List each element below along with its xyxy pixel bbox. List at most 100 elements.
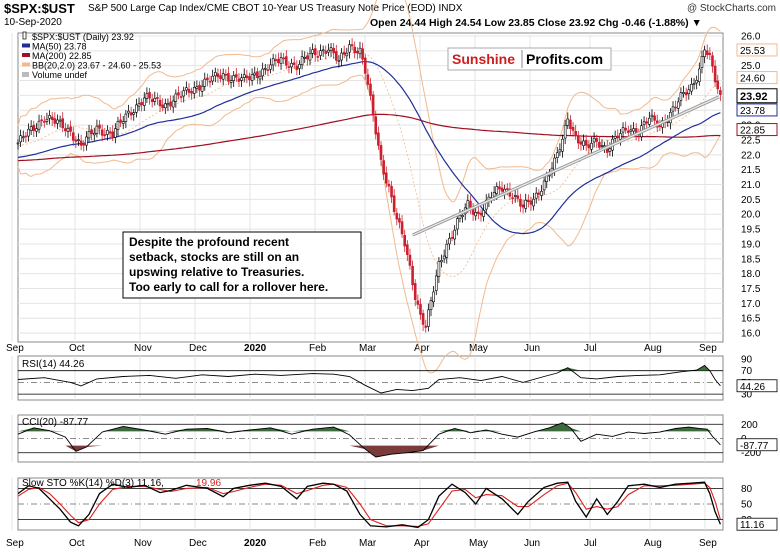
legend-swatch <box>22 53 30 57</box>
candle-body <box>21 136 25 139</box>
candle-body <box>500 187 504 192</box>
candle-body <box>616 135 620 139</box>
x-tick-label-bottom: Feb <box>309 538 327 549</box>
candle-body <box>456 218 459 230</box>
candle-body <box>350 44 354 47</box>
ohlc-readout: Open 24.44 High 24.54 Low 23.85 Close 23… <box>370 17 702 29</box>
candle-body <box>56 119 59 124</box>
candle-body <box>477 211 480 215</box>
candle-body <box>398 218 401 223</box>
price-tag <box>736 123 778 137</box>
x-tick-label-bottom: Jul <box>584 538 597 549</box>
annotation-box <box>122 231 362 299</box>
x-tick-label-top: Jul <box>584 343 597 354</box>
candle-body <box>411 265 414 286</box>
candle-body <box>27 128 30 137</box>
candle-body <box>79 140 83 146</box>
candle-body <box>713 65 717 83</box>
candle-body <box>682 92 685 95</box>
candle-body <box>29 126 33 131</box>
candle-body <box>137 103 141 107</box>
candle-body <box>321 49 325 52</box>
candle-body <box>156 97 159 99</box>
cci-title: CCI(20) -87.77 <box>22 417 89 428</box>
candle-body <box>474 212 478 217</box>
legend-label: BB(20,2.0) 23.67 - 24.60 - 25.53 <box>32 61 161 71</box>
candle-body <box>645 121 649 124</box>
candle-body <box>32 124 36 131</box>
candle-body <box>95 125 99 134</box>
candle-body <box>227 73 230 82</box>
candle-body <box>587 144 591 149</box>
candle-body <box>45 118 49 122</box>
candle-body <box>374 116 378 135</box>
candle-body <box>561 138 564 152</box>
candle-body <box>566 118 570 126</box>
candle-body <box>87 130 91 139</box>
x-tick-label-top: Oct <box>69 343 85 354</box>
y-tick-label: 18.5 <box>741 254 761 265</box>
candle-body <box>716 80 720 90</box>
candle-body <box>129 112 133 116</box>
candle-body <box>406 244 409 255</box>
candle-body <box>232 75 236 81</box>
candle-body <box>43 121 46 123</box>
last-price-tag <box>736 88 778 104</box>
x-tick-label-top: Sep <box>6 343 24 354</box>
candle-body <box>37 120 41 130</box>
candle-body <box>82 143 86 146</box>
candle-body <box>421 313 425 325</box>
candle-body <box>590 142 593 150</box>
x-tick-label-top: Jun <box>524 343 540 354</box>
candle-body <box>395 212 399 220</box>
candle-body <box>695 80 698 84</box>
y-tick-label: 19.0 <box>741 239 761 250</box>
candle-body <box>387 183 391 187</box>
candle-body <box>529 200 533 205</box>
legend-label: MA(200) 22.85 <box>32 51 92 61</box>
candle-body <box>174 93 178 102</box>
candle-body <box>216 73 220 78</box>
candle-body <box>466 200 470 210</box>
price-label: 23.78 <box>740 106 765 117</box>
candle-body <box>271 58 275 66</box>
sto-d-line <box>17 482 721 527</box>
candle-body <box>600 145 604 147</box>
x-tick-label-bottom: May <box>469 538 488 549</box>
cci-negative-fill <box>65 445 439 458</box>
candle-body <box>135 104 138 113</box>
annotation-text: Too early to call for a rollover here. <box>129 280 328 294</box>
candle-body <box>648 117 651 125</box>
candle-body <box>221 73 225 80</box>
candle-body <box>153 97 157 102</box>
candle-body <box>127 110 130 114</box>
panel-frame <box>17 355 724 401</box>
brand-logo-frame <box>447 47 612 71</box>
candle-body <box>240 77 243 81</box>
candle-body <box>145 93 149 99</box>
y-tick-label: 20.5 <box>741 195 761 206</box>
brand-logo-part1: Sunshine <box>452 51 515 67</box>
candle-body <box>419 304 422 315</box>
candle-body <box>58 119 62 122</box>
candle-body <box>358 47 362 55</box>
candle-body <box>371 94 375 116</box>
candle-body <box>534 192 538 199</box>
candle-body <box>90 129 93 135</box>
candle-body <box>211 75 214 82</box>
candle-body <box>300 56 304 66</box>
cci-last-label: -87.77 <box>740 441 769 452</box>
candle-body <box>16 142 20 145</box>
candle-body <box>369 83 372 96</box>
volume-icon <box>22 72 29 77</box>
candle-body <box>229 80 233 83</box>
candle-body <box>40 119 43 122</box>
candle-body <box>571 126 575 131</box>
candle-body <box>384 172 388 184</box>
candle-body <box>342 51 346 55</box>
candle-body <box>671 106 675 112</box>
bollinger-mid-line <box>17 51 721 278</box>
brand-logo-part2: Profits.com <box>526 51 603 67</box>
candle-body <box>177 92 180 96</box>
rsi-last-label: 44.26 <box>740 382 765 393</box>
